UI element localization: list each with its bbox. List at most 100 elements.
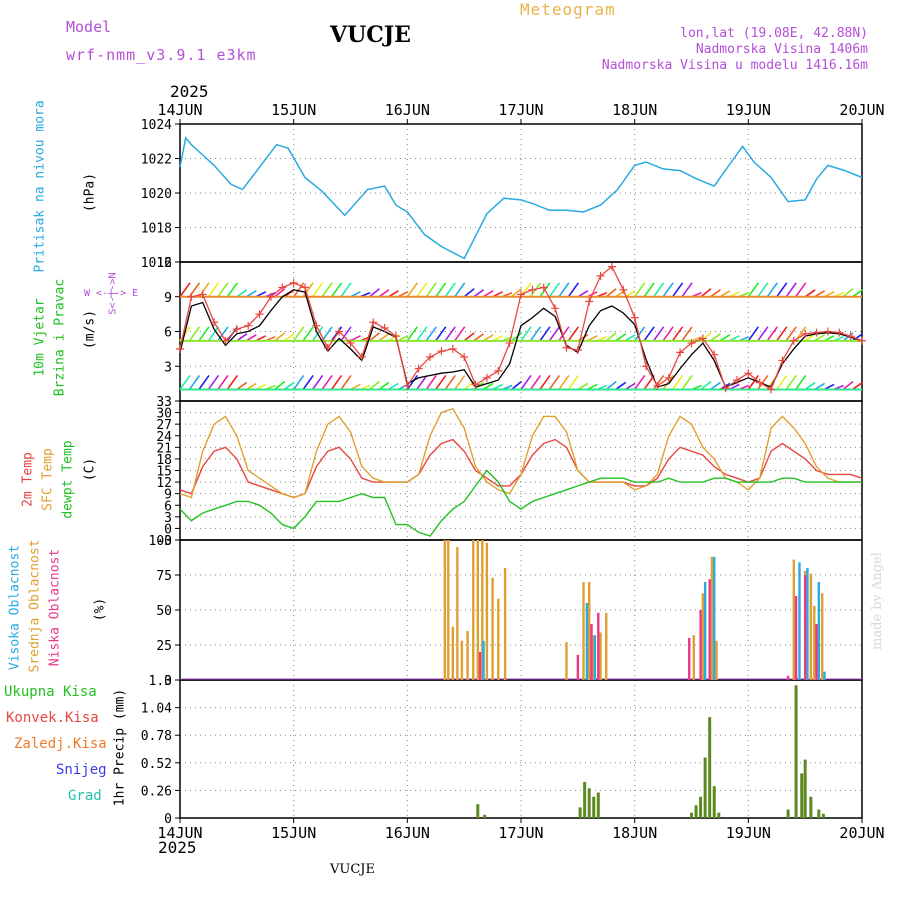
wind-gust-marker bbox=[346, 339, 355, 348]
x-tick-label-top: 16JUN bbox=[385, 101, 430, 119]
cloud-mid-bar bbox=[821, 593, 824, 680]
wind-gust-marker bbox=[846, 332, 855, 341]
wind-barb bbox=[709, 333, 721, 342]
wind-gust-marker bbox=[380, 324, 389, 333]
wind-barb bbox=[406, 282, 418, 298]
wind-gust-marker bbox=[244, 321, 253, 330]
cloud-mid-bar bbox=[605, 612, 608, 680]
wind-barb bbox=[368, 332, 380, 342]
wind-barb bbox=[795, 282, 807, 298]
y-tick-label: 12 bbox=[156, 256, 172, 271]
wind-barb bbox=[444, 282, 456, 298]
wind-gust-marker bbox=[801, 329, 810, 338]
x-tick-label-bottom: 16JUN bbox=[385, 824, 430, 842]
wind-barb bbox=[283, 333, 295, 342]
wind-barb bbox=[444, 375, 456, 390]
cloud-mid-bar bbox=[701, 593, 705, 680]
model-label: Model bbox=[66, 18, 112, 36]
wind-gust-marker bbox=[289, 278, 298, 287]
y-tick-label: 21 bbox=[156, 441, 172, 456]
y-tick-label: 1020 bbox=[141, 187, 172, 202]
x-tick-label-top: 20JUN bbox=[839, 101, 884, 119]
precip-bar bbox=[786, 809, 790, 818]
wind-barb bbox=[473, 333, 485, 342]
wind-barb bbox=[511, 332, 523, 342]
wind-barb bbox=[226, 282, 239, 298]
cloud-low-bar bbox=[478, 652, 482, 680]
wind-barb bbox=[302, 326, 314, 342]
precip-bar bbox=[821, 813, 825, 818]
wind-barb bbox=[293, 282, 305, 298]
precip-bar bbox=[699, 796, 703, 818]
y-tick-label: -3 bbox=[156, 534, 172, 549]
cloud-mid-bar bbox=[565, 642, 568, 680]
wind-barb bbox=[217, 326, 229, 342]
wind-gust-marker bbox=[266, 292, 275, 301]
wind-barb bbox=[757, 282, 769, 298]
wind-gust-marker bbox=[471, 380, 480, 389]
wind-gust-marker bbox=[210, 318, 219, 327]
wind-gust-marker bbox=[698, 334, 707, 343]
wind-barb bbox=[558, 375, 570, 390]
wind-barb bbox=[207, 282, 220, 298]
wind-barb bbox=[520, 375, 532, 390]
wind-barb bbox=[558, 282, 570, 298]
y-tick-label: 0 bbox=[164, 812, 172, 827]
y-tick-label: 0 bbox=[164, 522, 172, 537]
y-tick-label: 3 bbox=[164, 511, 172, 526]
cloud-high-bar bbox=[806, 568, 809, 680]
wind-barb bbox=[700, 380, 712, 391]
wind-gust-marker bbox=[778, 356, 787, 365]
wind-gust-marker bbox=[835, 328, 844, 337]
precip-bar bbox=[690, 812, 693, 818]
wind-barb bbox=[425, 326, 437, 342]
wind-barb bbox=[340, 326, 352, 342]
y-tick-label: 1016 bbox=[141, 256, 172, 271]
wind-gust-marker bbox=[539, 283, 548, 292]
wind-barb bbox=[511, 380, 523, 391]
y-tick-label: 6 bbox=[164, 499, 172, 514]
wind-barb bbox=[340, 282, 352, 298]
wind-barb bbox=[567, 326, 580, 342]
y-tick-label: 6 bbox=[164, 326, 172, 341]
precip-total-label: Ukupna Kisa bbox=[4, 684, 97, 700]
wind-barb bbox=[785, 282, 797, 298]
cloud-low-bar bbox=[803, 575, 807, 680]
wind-gust-marker bbox=[517, 290, 525, 299]
wind-barb bbox=[302, 375, 314, 390]
y-tick-label: 0.52 bbox=[141, 757, 172, 772]
wind-gust-marker bbox=[176, 344, 184, 353]
year-top: 2025 bbox=[170, 82, 209, 101]
wind-barb bbox=[605, 380, 617, 391]
y-tick-label: 33 bbox=[156, 395, 172, 410]
precip-conv-label: Konvek.Kisa bbox=[6, 710, 99, 726]
precip-strat-label: Zaledj.Kisa bbox=[14, 736, 107, 752]
y-tick-label: 15 bbox=[156, 465, 172, 480]
y-tick-label: 0.78 bbox=[141, 729, 172, 744]
x-tick-label-bottom: 14JUN bbox=[157, 824, 202, 842]
wind-barb bbox=[842, 288, 854, 298]
wind-barb bbox=[236, 381, 248, 391]
wind-barb bbox=[804, 381, 816, 391]
wind-barb bbox=[681, 375, 693, 390]
cloud-low-bar bbox=[590, 624, 593, 680]
tsfc-line bbox=[179, 407, 862, 499]
wind-barb bbox=[368, 288, 380, 298]
precip-bar bbox=[483, 814, 487, 818]
cloud-mid-bar bbox=[466, 631, 469, 680]
wind-barb bbox=[757, 326, 769, 342]
cloud-low-bar bbox=[688, 638, 691, 680]
wind-gust-marker bbox=[573, 346, 582, 355]
cloud-low-bar bbox=[815, 624, 818, 680]
wind-barb bbox=[852, 289, 863, 298]
wind-gust-marker bbox=[630, 313, 639, 322]
x-tick-label-top: 19JUN bbox=[726, 101, 771, 119]
wind-barb bbox=[435, 326, 447, 342]
y-tick-label: 3 bbox=[164, 360, 172, 375]
cloud-high-bar bbox=[817, 582, 821, 680]
wind-gust-marker bbox=[528, 285, 537, 294]
wind-barb bbox=[236, 289, 248, 298]
wind-gust-marker bbox=[232, 325, 241, 334]
cloud-high-bar bbox=[713, 556, 716, 680]
precip-bar bbox=[809, 796, 813, 818]
